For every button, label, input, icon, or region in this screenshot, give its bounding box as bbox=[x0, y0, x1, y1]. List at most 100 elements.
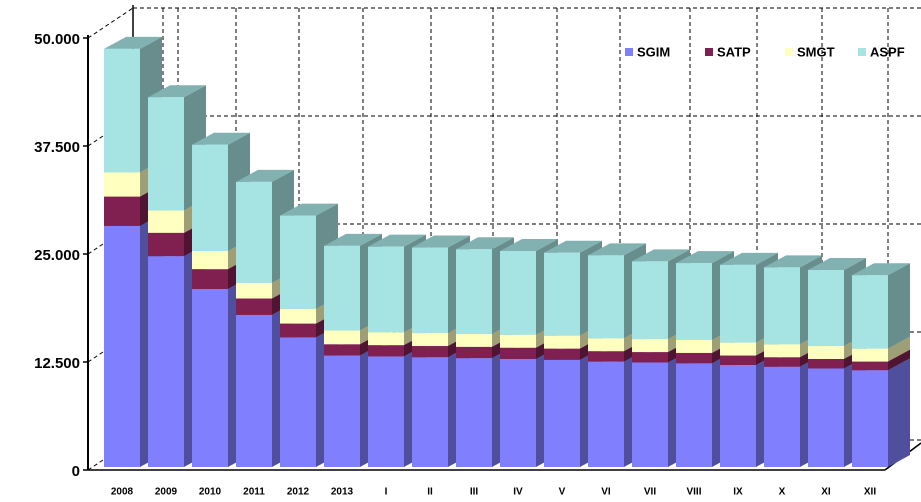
x-tick-label: 2008 bbox=[111, 487, 134, 498]
y-tick-label: 37.500 bbox=[34, 139, 80, 156]
bar-side bbox=[888, 349, 910, 371]
bar bbox=[236, 314, 272, 467]
bar bbox=[412, 357, 448, 467]
bar bbox=[720, 365, 756, 467]
bar bbox=[236, 282, 272, 299]
x-tick-label: III bbox=[470, 487, 479, 498]
bar-top bbox=[368, 234, 426, 247]
legend-swatch bbox=[705, 48, 713, 56]
bar bbox=[720, 355, 756, 366]
legend-label: SATP bbox=[717, 44, 751, 59]
bar bbox=[456, 346, 492, 359]
y-tick-label: 50.000 bbox=[34, 31, 80, 48]
bar bbox=[676, 363, 712, 467]
bar bbox=[192, 269, 228, 290]
bar-side bbox=[888, 263, 910, 349]
bar bbox=[764, 357, 800, 367]
x-tick-label: V bbox=[559, 487, 566, 498]
bar bbox=[852, 370, 888, 467]
bar bbox=[280, 337, 316, 467]
bar bbox=[588, 255, 624, 339]
bar-top bbox=[588, 243, 646, 256]
x-tick-label: IV bbox=[513, 487, 523, 498]
bar-top bbox=[324, 233, 382, 246]
bar-top bbox=[808, 258, 866, 271]
x-tick-label: I bbox=[385, 487, 388, 498]
bar bbox=[324, 355, 360, 467]
bar-side bbox=[888, 336, 910, 362]
legend-label: SGIM bbox=[637, 44, 670, 59]
bar-top bbox=[676, 251, 734, 264]
bar bbox=[236, 298, 272, 315]
bar bbox=[764, 344, 800, 358]
bar bbox=[412, 333, 448, 347]
bar bbox=[632, 362, 668, 467]
bar bbox=[192, 289, 228, 467]
bar bbox=[148, 232, 184, 257]
bar bbox=[632, 261, 668, 340]
bar bbox=[148, 97, 184, 211]
x-tick-label: 2012 bbox=[287, 487, 310, 498]
bar-side bbox=[888, 358, 910, 467]
bar bbox=[764, 366, 800, 467]
bar bbox=[852, 348, 888, 362]
legend-swatch bbox=[625, 48, 633, 56]
bar bbox=[676, 352, 712, 364]
bar bbox=[808, 346, 844, 359]
bar bbox=[500, 251, 536, 335]
bar bbox=[104, 172, 140, 197]
bar bbox=[720, 264, 756, 343]
bar bbox=[632, 339, 668, 353]
legend-swatch bbox=[858, 48, 866, 56]
bar bbox=[544, 252, 580, 336]
x-tick-label: 2011 bbox=[243, 487, 265, 498]
legend-label: ASPF bbox=[870, 44, 905, 59]
bar bbox=[104, 225, 140, 467]
bar bbox=[588, 361, 624, 467]
bar bbox=[500, 347, 536, 359]
legend-swatch bbox=[785, 48, 793, 56]
bar bbox=[632, 352, 668, 363]
legend-label: SMGT bbox=[797, 44, 835, 59]
bar bbox=[368, 246, 404, 333]
bar bbox=[324, 344, 360, 356]
bar-top bbox=[456, 237, 514, 250]
bar bbox=[544, 335, 580, 349]
x-tick-label: VI bbox=[601, 487, 611, 498]
bar bbox=[852, 361, 888, 371]
bar bbox=[544, 348, 580, 360]
bar-top bbox=[192, 132, 250, 145]
bar-top bbox=[764, 255, 822, 268]
bar bbox=[456, 358, 492, 467]
y-tick-label: 25.000 bbox=[34, 247, 80, 264]
bar-top bbox=[104, 36, 162, 49]
bar bbox=[500, 359, 536, 467]
x-tick-label: VIII bbox=[686, 487, 701, 498]
x-tick-label: XII bbox=[864, 487, 876, 498]
bar bbox=[280, 323, 316, 338]
x-tick-label: XI bbox=[821, 487, 831, 498]
bar bbox=[676, 339, 712, 353]
bar bbox=[456, 333, 492, 347]
bar bbox=[588, 338, 624, 352]
y-tick-label: 0 bbox=[72, 463, 80, 480]
bar bbox=[676, 263, 712, 340]
bar-top bbox=[500, 239, 558, 251]
x-tick-label: 2013 bbox=[331, 487, 354, 498]
x-tick-label: X bbox=[779, 487, 786, 498]
bar bbox=[192, 251, 228, 270]
x-tick-label: II bbox=[427, 487, 433, 498]
bar bbox=[808, 359, 844, 369]
x-tick-label: IX bbox=[733, 487, 743, 498]
bar bbox=[236, 181, 272, 283]
bar bbox=[412, 346, 448, 358]
bar bbox=[324, 245, 360, 331]
bar bbox=[456, 249, 492, 334]
bar bbox=[588, 351, 624, 362]
bar bbox=[368, 356, 404, 467]
bar-top bbox=[544, 240, 602, 253]
bar-top bbox=[632, 249, 690, 262]
bar-top bbox=[412, 235, 470, 248]
bar bbox=[148, 210, 184, 233]
